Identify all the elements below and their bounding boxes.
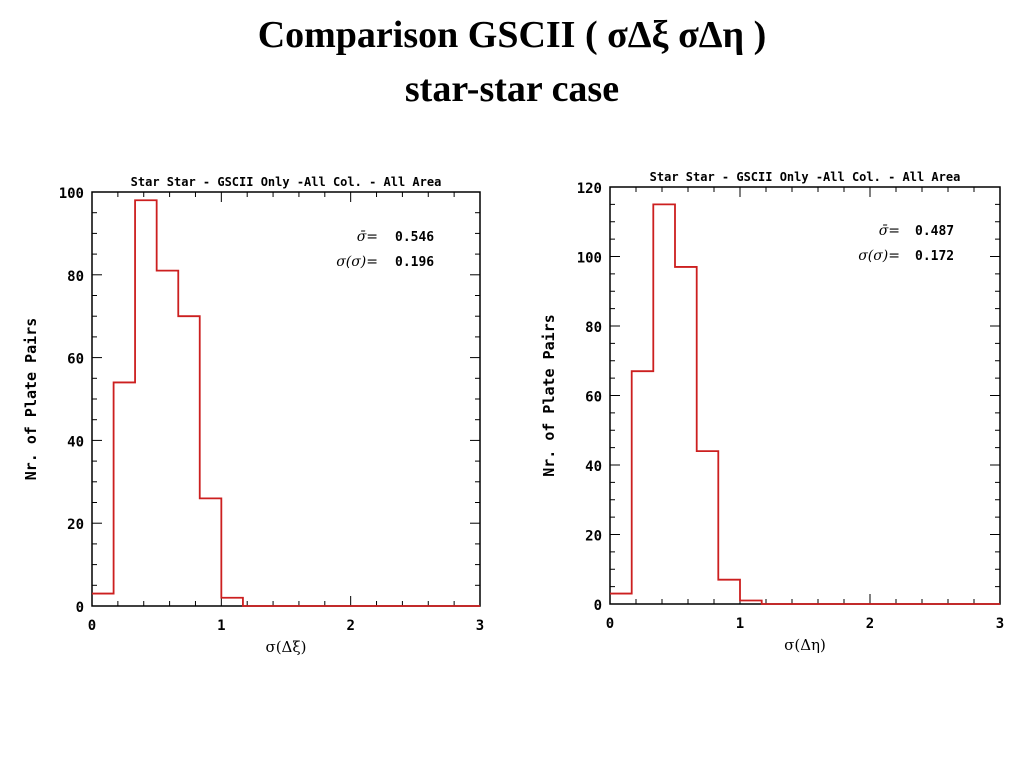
y-tick-label: 0 (594, 598, 602, 614)
y-tick-label: 40 (67, 434, 84, 450)
y-tick-label: 80 (585, 320, 602, 336)
x-tick-label: 2 (346, 618, 354, 634)
y-tick-label: 100 (577, 251, 602, 267)
histogram-bin (697, 451, 719, 604)
y-tick-label: 20 (585, 529, 602, 545)
x-tick-label: 3 (996, 616, 1004, 632)
page-title-line-2: star-star case (404, 68, 620, 110)
x-tick-label: 3 (476, 618, 484, 634)
stat-value: 0.546 (395, 230, 434, 245)
histogram-bin (740, 601, 762, 604)
stat-label: σ(σ)= (336, 254, 378, 270)
x-tick-label: 2 (866, 616, 874, 632)
histogram-bin (675, 267, 697, 604)
stat-label: σ̄= (879, 223, 900, 239)
histogram-outline-left (92, 199, 480, 607)
y-tick-label: 60 (67, 352, 84, 368)
y-tick-label: 80 (67, 269, 84, 285)
histogram-outline-right (610, 203, 1000, 605)
x-axis-label-right: σ(Δη) (784, 636, 826, 654)
y-tick-label: 20 (67, 517, 84, 533)
y-axis-label-right: Nr. of Plate Pairs (540, 314, 558, 477)
stat-value: 0.487 (915, 224, 954, 239)
stat-label: σ(σ)= (858, 248, 900, 264)
plot-title-right: Star Star - GSCII Only -All Col. - All A… (650, 170, 961, 184)
x-tick-label: 0 (88, 618, 96, 634)
histogram-bin (632, 371, 654, 604)
histogram-bin (610, 594, 632, 604)
x-tick-label: 1 (736, 616, 744, 632)
x-axis-label-left: σ(Δξ) (265, 638, 306, 656)
histogram-chart-left: Star Star - GSCII Only -All Col. - All A… (22, 175, 484, 656)
x-tick-label: 0 (606, 616, 614, 632)
stat-label: σ̄= (357, 229, 378, 245)
y-tick-label: 0 (76, 600, 84, 616)
y-axis-label-left: Nr. of Plate Pairs (22, 318, 40, 481)
stat-value: 0.196 (395, 255, 434, 270)
histogram-bin (653, 204, 675, 604)
page-title-line-1: Comparison GSCII ( σΔξ σΔη ) (257, 14, 767, 56)
stat-value: 0.172 (915, 249, 954, 264)
y-tick-label: 100 (59, 186, 84, 202)
y-tick-label: 40 (585, 459, 602, 475)
y-tick-label: 120 (577, 181, 602, 197)
x-tick-label: 1 (217, 618, 225, 634)
y-tick-label: 60 (585, 390, 602, 406)
page-title: Comparison GSCII ( σΔξ σΔη ) star-star c… (0, 8, 1024, 116)
plot-title-left: Star Star - GSCII Only -All Col. - All A… (131, 175, 442, 189)
histogram-bin (718, 580, 740, 604)
